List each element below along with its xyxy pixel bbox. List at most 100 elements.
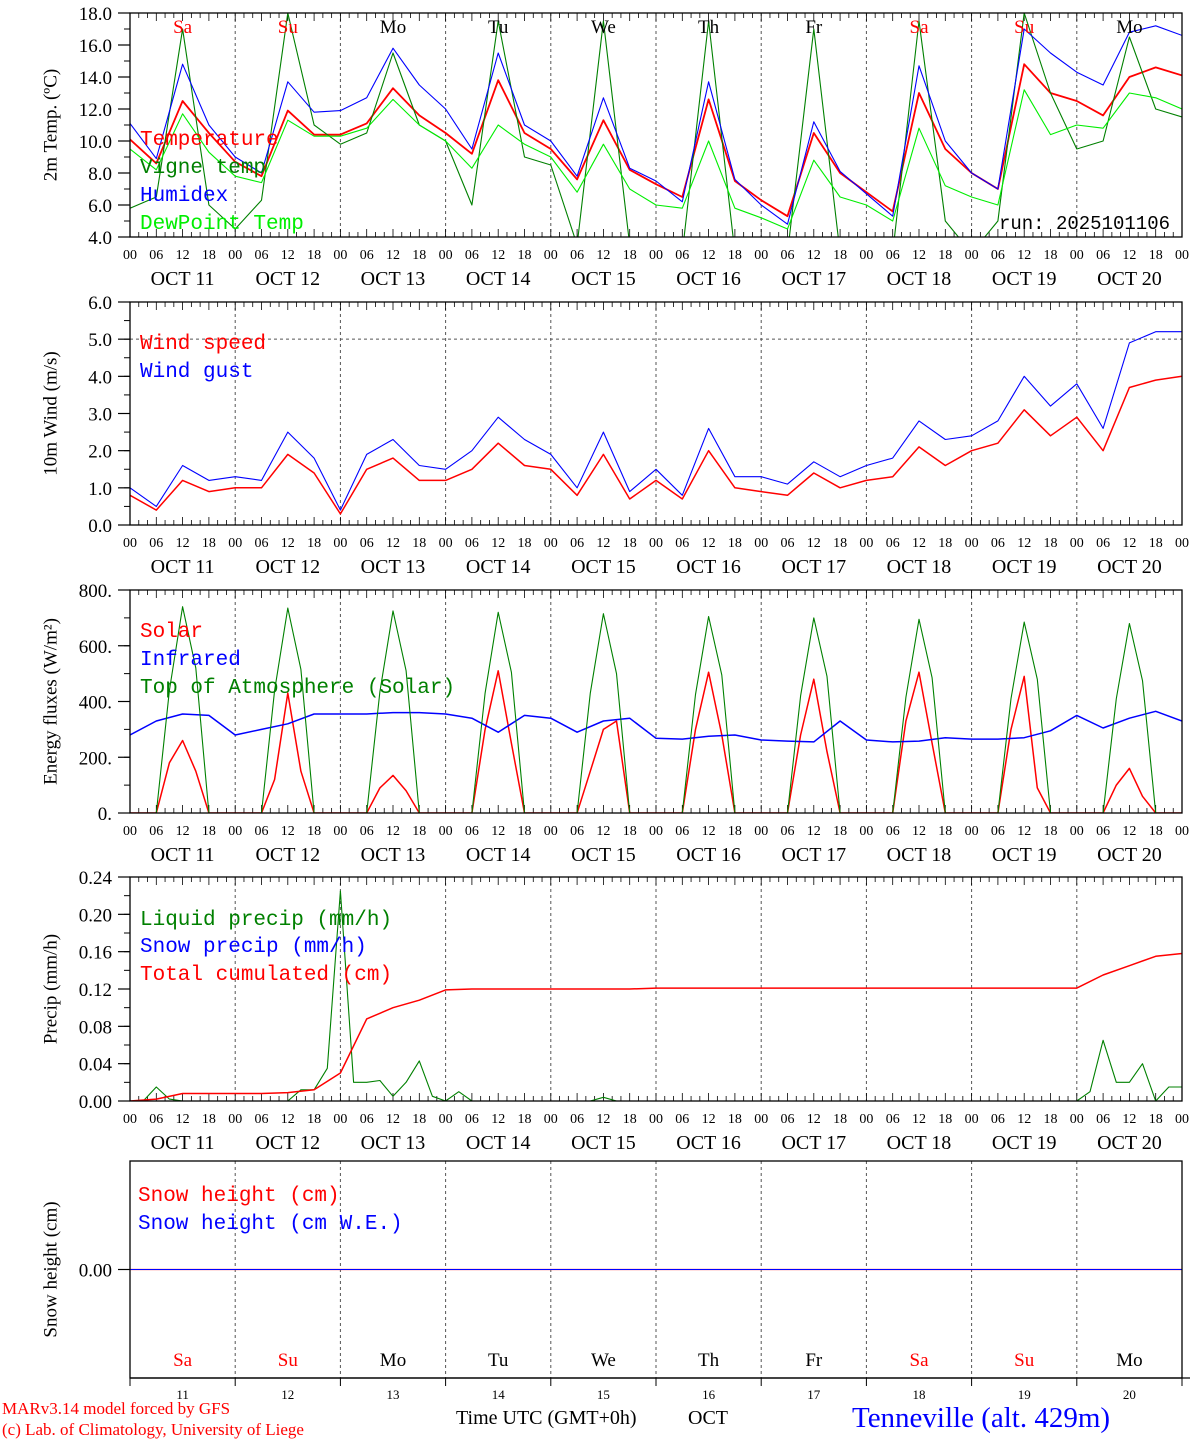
hour-tick-label: 00 bbox=[859, 536, 873, 551]
hour-tick-label: 12 bbox=[702, 824, 716, 839]
hour-tick-label: 12 bbox=[1017, 1112, 1031, 1127]
month-label: OCT bbox=[688, 1407, 728, 1429]
hour-tick-label: 18 bbox=[307, 536, 321, 551]
hour-tick-label: 06 bbox=[1096, 824, 1110, 839]
date-label: OCT 13 bbox=[361, 268, 426, 290]
date-label: OCT 15 bbox=[571, 844, 636, 866]
hour-tick-label: 18 bbox=[307, 248, 321, 263]
hour-tick-label: 12 bbox=[702, 536, 716, 551]
hour-tick-label: 06 bbox=[360, 824, 374, 839]
legend-entry: Humidex bbox=[140, 185, 228, 208]
legend-entry: Solar bbox=[140, 621, 203, 644]
y-axis-label: 2m Temp. (ºC) bbox=[40, 69, 61, 181]
hour-tick-label: 18 bbox=[833, 1112, 847, 1127]
y-tick-label: 400. bbox=[79, 693, 112, 714]
day-name-top: Mo bbox=[380, 17, 406, 38]
y-axis-label: Precip (mm/h) bbox=[40, 934, 61, 1044]
date-label: OCT 11 bbox=[151, 268, 215, 290]
date-label: OCT 17 bbox=[781, 556, 846, 578]
hour-tick-label: 18 bbox=[518, 536, 532, 551]
day-name-bottom: Th bbox=[698, 1350, 720, 1371]
hour-tick-label: 00 bbox=[228, 824, 242, 839]
hour-tick-label: 06 bbox=[991, 248, 1005, 263]
hour-tick-label: 18 bbox=[833, 536, 847, 551]
hour-tick-label: 06 bbox=[1096, 536, 1110, 551]
hour-tick-label: 06 bbox=[781, 536, 795, 551]
hour-tick-label: 00 bbox=[439, 824, 453, 839]
y-tick-label: 200. bbox=[79, 748, 112, 769]
hour-tick-label: 00 bbox=[965, 1112, 979, 1127]
hour-tick-label: 18 bbox=[623, 824, 637, 839]
day-name-bottom: Tu bbox=[488, 1350, 509, 1371]
legend-entry: Snow height (cm W.E.) bbox=[138, 1213, 403, 1236]
hour-tick-label: 18 bbox=[728, 536, 742, 551]
y-tick-label: 12.0 bbox=[79, 100, 112, 121]
hour-tick-label: 00 bbox=[859, 1112, 873, 1127]
hour-tick-label: 06 bbox=[675, 824, 689, 839]
y-tick-label: 8.0 bbox=[88, 164, 112, 185]
hour-tick-label: 00 bbox=[333, 248, 347, 263]
hour-tick-label: 12 bbox=[176, 1112, 190, 1127]
hour-tick-label: 06 bbox=[149, 536, 163, 551]
hour-tick-label: 12 bbox=[1122, 536, 1136, 551]
series-group bbox=[130, 331, 1182, 515]
hour-tick-label: 00 bbox=[649, 536, 663, 551]
hour-tick-label: 06 bbox=[360, 248, 374, 263]
hour-tick-label: 12 bbox=[386, 248, 400, 263]
hour-tick-label: 18 bbox=[202, 536, 216, 551]
date-label: OCT 12 bbox=[255, 268, 320, 290]
hour-tick-label: 00 bbox=[859, 824, 873, 839]
day-name-top: We bbox=[591, 17, 616, 38]
time-axis-label: Time UTC (GMT+0h) bbox=[456, 1407, 637, 1429]
hour-tick-label: 18 bbox=[202, 1112, 216, 1127]
hour-tick-label: 18 bbox=[1044, 824, 1058, 839]
day-number: 13 bbox=[387, 1387, 400, 1402]
hour-tick-label: 00 bbox=[1070, 536, 1084, 551]
series-line-humidex bbox=[130, 25, 1182, 225]
day-number: 14 bbox=[492, 1387, 506, 1402]
hour-tick-label: 12 bbox=[807, 824, 821, 839]
date-label: OCT 17 bbox=[781, 1132, 846, 1154]
y-tick-label: 10.0 bbox=[79, 132, 112, 153]
hour-tick-label: 00 bbox=[439, 248, 453, 263]
legend-entry: Liquid precip (mm/h) bbox=[140, 909, 392, 932]
hour-tick-label: 06 bbox=[886, 536, 900, 551]
hour-tick-label: 00 bbox=[439, 1112, 453, 1127]
hour-tick-label: 18 bbox=[833, 248, 847, 263]
hour-tick-label: 12 bbox=[1122, 1112, 1136, 1127]
y-tick-label: 6.0 bbox=[88, 196, 112, 217]
day-name-top: Su bbox=[278, 17, 299, 38]
day-number: 18 bbox=[913, 1387, 926, 1402]
y-tick-label: 14.0 bbox=[79, 68, 112, 89]
day-name-top: Fr bbox=[805, 17, 823, 38]
hour-tick-label: 12 bbox=[596, 1112, 610, 1127]
hour-tick-label: 12 bbox=[386, 536, 400, 551]
hour-tick-label: 06 bbox=[465, 248, 479, 263]
hour-tick-label: 00 bbox=[1175, 824, 1189, 839]
y-tick-label: 0.04 bbox=[79, 1055, 113, 1076]
y-axis-label: 10m Wind (m/s) bbox=[40, 351, 61, 476]
hour-tick-label: 06 bbox=[149, 1112, 163, 1127]
y-tick-label: 0.24 bbox=[79, 868, 113, 889]
date-label: OCT 19 bbox=[992, 268, 1057, 290]
hour-tick-label: 12 bbox=[912, 824, 926, 839]
hour-tick-label: 06 bbox=[149, 824, 163, 839]
date-label: OCT 17 bbox=[781, 844, 846, 866]
hour-tick-label: 18 bbox=[518, 1112, 532, 1127]
hour-tick-label: 00 bbox=[649, 248, 663, 263]
day-name-bottom: Mo bbox=[1116, 1350, 1142, 1371]
hour-tick-label: 12 bbox=[1122, 824, 1136, 839]
date-label: OCT 11 bbox=[151, 556, 215, 578]
hour-tick-label: 18 bbox=[938, 248, 952, 263]
date-label: OCT 11 bbox=[151, 844, 215, 866]
hour-tick-label: 06 bbox=[570, 248, 584, 263]
day-name-top: Tu bbox=[488, 17, 509, 38]
date-label: OCT 12 bbox=[255, 1132, 320, 1154]
hour-tick-label: 18 bbox=[202, 248, 216, 263]
hour-tick-label: 12 bbox=[912, 536, 926, 551]
series-line-total-cumulated-cm bbox=[130, 952, 1182, 1101]
date-label: OCT 12 bbox=[255, 556, 320, 578]
series-group bbox=[130, 890, 1182, 1101]
hour-tick-label: 12 bbox=[491, 248, 505, 263]
series-group bbox=[130, 13, 1182, 237]
